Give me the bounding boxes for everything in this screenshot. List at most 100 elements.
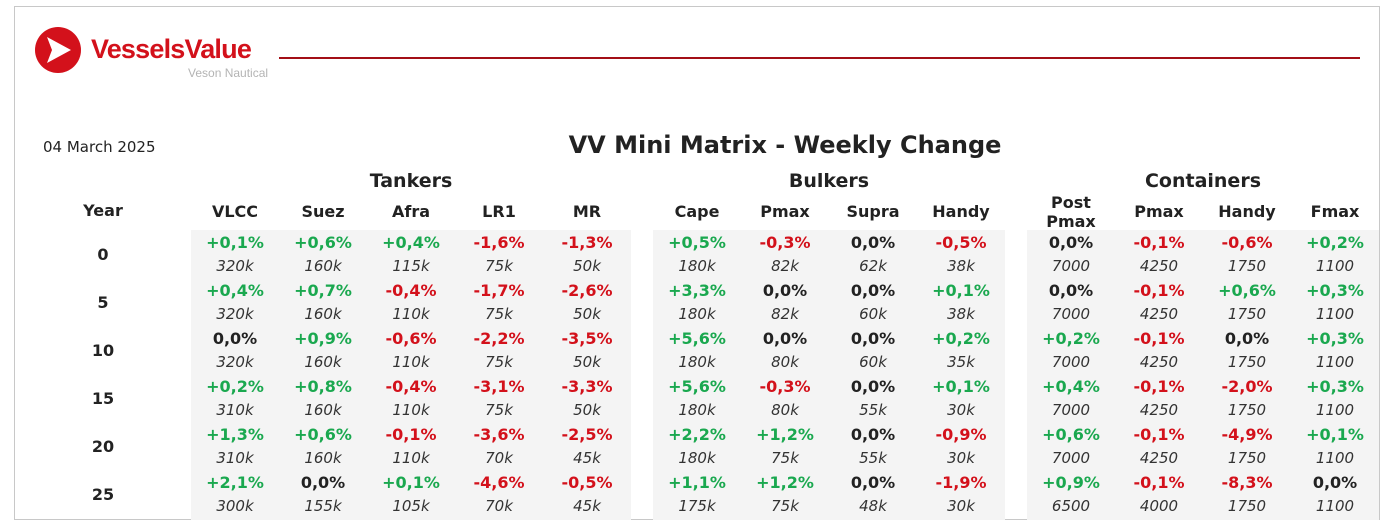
vessel-value: 4250	[1139, 305, 1179, 323]
vessel-value: 155k	[304, 497, 342, 515]
vessel-value: 70k	[485, 449, 513, 467]
vessel-value: 75k	[485, 401, 513, 419]
weekly-change: 0,0%	[850, 233, 896, 252]
vessel-value: 38k	[947, 257, 975, 275]
weekly-change: -0,1%	[385, 425, 437, 444]
weekly-change: -3,5%	[561, 329, 613, 348]
weekly-change: +1,1%	[668, 473, 726, 492]
vessel-value: 175k	[678, 497, 716, 515]
weekly-change: +0,2%	[1306, 233, 1364, 252]
group-title: Containers	[1144, 170, 1262, 192]
vessel-value: 4250	[1139, 257, 1179, 275]
weekly-change: +5,6%	[668, 329, 726, 348]
column-header: Supra	[846, 202, 900, 221]
weekly-change: 0,0%	[1048, 281, 1094, 300]
vessel-value: 60k	[859, 305, 887, 323]
weekly-change: +0,6%	[1042, 425, 1100, 444]
weekly-change: -1,6%	[473, 233, 525, 252]
year-label: 15	[91, 389, 115, 408]
weekly-change: +0,3%	[1306, 281, 1364, 300]
weekly-change: -2,0%	[1221, 377, 1273, 396]
weekly-change: +0,6%	[294, 425, 352, 444]
vessel-value: 320k	[216, 257, 254, 275]
vessel-value: 1100	[1315, 305, 1355, 323]
vessel-value: 110k	[392, 401, 430, 419]
vessel-value: 110k	[392, 353, 430, 371]
group-panel	[653, 230, 1005, 520]
year-label: 10	[91, 341, 115, 360]
weekly-change: +0,3%	[1306, 377, 1364, 396]
weekly-change: +0,1%	[206, 233, 264, 252]
weekly-change: +0,9%	[1042, 473, 1100, 492]
year-label: 20	[91, 437, 115, 456]
vessel-value: 30k	[947, 401, 975, 419]
report-title: VV Mini Matrix - Weekly Change	[568, 131, 1002, 159]
weekly-change: -0,4%	[385, 281, 437, 300]
weekly-change: +0,4%	[206, 281, 264, 300]
vessel-value: 30k	[947, 497, 975, 515]
weekly-change: -0,5%	[561, 473, 613, 492]
weekly-change: -0,4%	[385, 377, 437, 396]
column-header: Cape	[674, 202, 720, 221]
vesselsvalue-logo-icon	[35, 27, 81, 73]
weekly-change: +3,3%	[668, 281, 726, 300]
weekly-change: +0,5%	[668, 233, 726, 252]
vessel-value: 75k	[485, 353, 513, 371]
vessel-value: 1750	[1227, 353, 1267, 371]
vessel-value: 160k	[304, 353, 342, 371]
weekly-change: 0,0%	[762, 329, 808, 348]
weekly-change: +5,6%	[668, 377, 726, 396]
column-header: Suez	[301, 202, 345, 221]
vessel-value: 1100	[1315, 401, 1355, 419]
vessel-value: 110k	[392, 449, 430, 467]
vessel-value: 160k	[304, 449, 342, 467]
weekly-change: +0,4%	[1042, 377, 1100, 396]
vessel-value: 4000	[1139, 497, 1179, 515]
vessel-value: 75k	[485, 305, 513, 323]
column-header: Fmax	[1310, 202, 1360, 221]
vessel-value: 7000	[1051, 401, 1091, 419]
vessel-value: 4250	[1139, 401, 1179, 419]
vessel-value: 310k	[216, 401, 254, 419]
column-header: MR	[572, 202, 602, 221]
column-header: Pmax	[1134, 202, 1184, 221]
weekly-change: +1,2%	[756, 473, 814, 492]
weekly-change: -0,6%	[385, 329, 437, 348]
column-header: LR1	[482, 202, 516, 221]
weekly-change: +0,6%	[294, 233, 352, 252]
vessel-value: 320k	[216, 305, 254, 323]
vessel-value: 38k	[947, 305, 975, 323]
weekly-change: -2,2%	[473, 329, 525, 348]
vessel-value: 300k	[216, 497, 254, 515]
vessel-value: 45k	[573, 497, 601, 515]
weekly-change: -2,5%	[561, 425, 613, 444]
vessel-value: 45k	[573, 449, 601, 467]
group-panel	[191, 230, 631, 520]
vessel-value: 48k	[859, 497, 887, 515]
vessel-value: 50k	[573, 305, 601, 323]
weekly-change: 0,0%	[1224, 329, 1270, 348]
weekly-change: -1,3%	[561, 233, 613, 252]
weekly-change: -3,6%	[473, 425, 525, 444]
report-date: 04 March 2025	[43, 138, 156, 156]
vessel-value: 75k	[485, 257, 513, 275]
vessel-value: 6500	[1051, 497, 1091, 515]
brand-name: VesselsValue	[91, 34, 252, 64]
vessel-value: 80k	[771, 401, 799, 419]
weekly-change: +0,2%	[932, 329, 990, 348]
weekly-change: +0,6%	[1218, 281, 1276, 300]
weekly-change: +0,2%	[1042, 329, 1100, 348]
vessel-value: 1100	[1315, 497, 1355, 515]
weekly-change: -1,9%	[935, 473, 987, 492]
brand-logo: VesselsValue Veson Nautical	[35, 27, 275, 87]
vessel-value: 320k	[216, 353, 254, 371]
year-label: 5	[97, 293, 109, 312]
vessel-value: 105k	[392, 497, 430, 515]
year-header: Year	[83, 201, 123, 220]
weekly-change: -0,6%	[1221, 233, 1273, 252]
weekly-change: -0,3%	[759, 233, 811, 252]
weekly-change: +0,8%	[294, 377, 352, 396]
weekly-change: -1,7%	[473, 281, 525, 300]
vessel-value: 1750	[1227, 497, 1267, 515]
vessel-value: 160k	[304, 305, 342, 323]
